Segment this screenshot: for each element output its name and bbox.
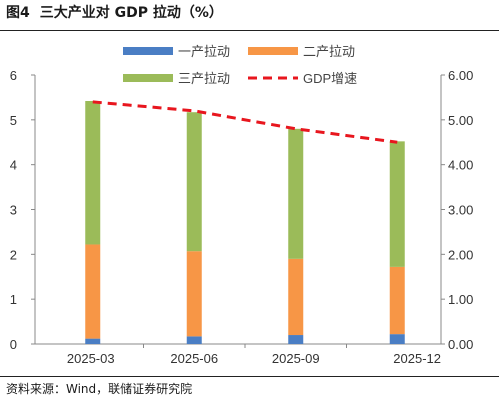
legend-label: 二产拉动 xyxy=(303,44,355,59)
right-tick-label: 1.00 xyxy=(448,292,473,307)
legend-swatch xyxy=(123,47,173,55)
left-tick-label: 5 xyxy=(10,113,17,128)
bar-segment xyxy=(85,101,101,245)
right-tick-label: 3.00 xyxy=(448,203,473,218)
legend-label: 一产拉动 xyxy=(178,44,230,59)
bar-segment xyxy=(85,338,101,344)
right-tick-label: 5.00 xyxy=(448,113,473,128)
legend-item: GDP增速 xyxy=(248,71,357,86)
bar-segment xyxy=(288,128,304,259)
legend-item: 一产拉动 xyxy=(123,44,230,59)
x-tick-label: 2025-12 xyxy=(393,351,441,366)
figure-number: 图4 xyxy=(6,5,30,21)
bars xyxy=(85,101,405,344)
legend-swatch xyxy=(248,47,298,55)
bar-segment xyxy=(288,335,304,344)
bar-segment xyxy=(186,112,202,252)
x-tick-label: 2025-09 xyxy=(272,351,320,366)
source-note: 资料来源：Wind，联储证券研究院 xyxy=(6,382,193,396)
bar-segment xyxy=(186,251,202,337)
axes: 0 1 2 3 4 5 6 0.00 1.00 2.00 3.00 4.00 5.00 6.00 2025-… xyxy=(10,68,474,366)
left-tick-label: 1 xyxy=(10,292,17,307)
x-tick-label: 2025-06 xyxy=(170,351,218,366)
chart-title: 图4 三大产业对 GDP 拉动（%） xyxy=(6,2,223,22)
legend-label: 三产拉动 xyxy=(178,71,230,86)
right-tick-label: 6.00 xyxy=(448,68,473,83)
gdp-line xyxy=(92,100,398,144)
left-tick-label: 4 xyxy=(10,158,17,173)
bar-segment xyxy=(389,266,405,335)
figure-title-text: 三大产业对 GDP 拉动（%） xyxy=(39,5,223,21)
gdp-line-layer xyxy=(92,100,398,144)
bar-segment xyxy=(389,141,405,267)
left-tick-label: 0 xyxy=(10,337,17,352)
right-tick-label: 2.00 xyxy=(448,247,473,262)
right-tick-label: 4.00 xyxy=(448,158,473,173)
bar-segment xyxy=(389,334,405,344)
legend-item: 三产拉动 xyxy=(123,71,230,86)
legend-swatch xyxy=(123,74,173,82)
legend-item: 二产拉动 xyxy=(248,44,355,59)
x-tick-label: 2025-03 xyxy=(67,351,115,366)
right-tick-label: 0.00 xyxy=(448,337,473,352)
left-tick-label: 3 xyxy=(10,203,17,218)
title-rule xyxy=(0,30,499,31)
bar-segment xyxy=(288,258,304,336)
source-rule xyxy=(0,376,499,377)
left-tick-label: 2 xyxy=(10,247,17,262)
legend-label: GDP增速 xyxy=(303,71,357,86)
bar-segment xyxy=(85,244,101,339)
left-tick-label: 6 xyxy=(10,68,17,83)
bar-segment xyxy=(186,336,202,344)
